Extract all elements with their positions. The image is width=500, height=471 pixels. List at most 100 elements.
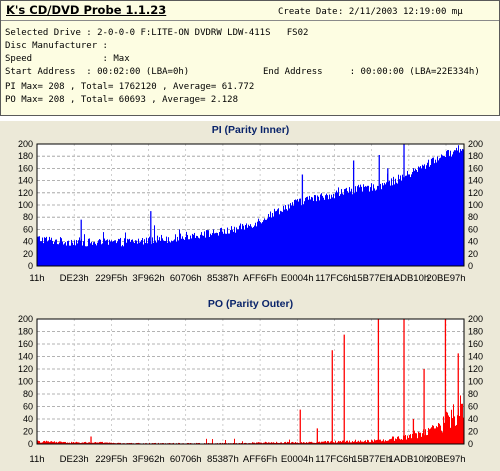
data-bar — [392, 436, 393, 444]
data-bar — [136, 240, 137, 266]
start-address-text: Start Address : 00:02:00 (LBA=0h) — [5, 67, 190, 77]
data-bar — [402, 174, 403, 266]
data-bar — [82, 245, 83, 266]
data-bar — [53, 441, 54, 444]
data-bar — [355, 439, 356, 444]
data-bar — [119, 442, 120, 444]
x-tick-label: AFF6Fh — [243, 273, 277, 284]
data-bar — [318, 196, 319, 266]
data-bar — [38, 440, 39, 444]
data-bar — [386, 441, 387, 444]
data-bar — [299, 198, 300, 266]
y-tick-label-right: 160 — [468, 163, 483, 173]
data-bar — [423, 165, 424, 266]
data-bar — [249, 226, 250, 266]
data-bar — [74, 442, 75, 444]
data-bar — [189, 239, 190, 266]
data-bar — [334, 198, 335, 266]
data-bar — [434, 163, 435, 266]
data-bar — [447, 150, 448, 266]
data-bar — [325, 440, 326, 444]
data-bar — [78, 442, 79, 444]
y-tick-label-left: 0 — [28, 439, 33, 449]
y-tick-label-left: 20 — [23, 249, 33, 259]
data-bar — [261, 442, 262, 444]
y-tick-label-right: 0 — [468, 261, 473, 271]
data-bar — [340, 194, 341, 266]
data-bar — [442, 155, 443, 266]
data-bar — [162, 238, 163, 266]
data-bar — [103, 442, 104, 444]
data-bar — [462, 403, 463, 444]
data-bar — [329, 194, 330, 266]
data-bar — [253, 442, 254, 444]
y-tick-label-right: 140 — [468, 352, 483, 362]
data-bar — [377, 185, 378, 266]
data-bar — [323, 441, 324, 444]
data-spike — [377, 319, 380, 444]
data-bar — [107, 442, 108, 444]
data-bar — [94, 442, 95, 444]
x-tick-label: 11h — [29, 454, 44, 465]
data-bar — [64, 243, 65, 266]
data-bar — [71, 441, 72, 444]
data-bar — [311, 441, 312, 444]
data-bar — [338, 187, 339, 266]
y-tick-label-left: 40 — [23, 237, 33, 247]
data-bar — [354, 193, 355, 266]
data-bar — [285, 205, 286, 266]
data-bar — [400, 175, 401, 266]
data-bar — [64, 441, 65, 444]
y-tick-label-right: 100 — [468, 200, 483, 210]
data-bar — [275, 211, 276, 266]
data-bar — [121, 246, 122, 266]
data-bar — [418, 166, 419, 266]
data-bar — [87, 246, 88, 266]
data-bar — [212, 233, 213, 266]
data-bar — [330, 198, 331, 266]
data-bar — [387, 440, 388, 444]
data-bar — [240, 223, 241, 266]
data-bar — [68, 240, 69, 266]
data-bar — [460, 395, 461, 444]
y-tick-label-right: 100 — [468, 377, 483, 387]
data-bar — [370, 442, 371, 444]
data-bar — [105, 240, 106, 266]
data-spike — [299, 409, 301, 444]
x-tick-label: 15B77Eh — [352, 273, 391, 284]
data-bar — [180, 233, 181, 266]
data-bar — [323, 197, 324, 266]
data-spike — [331, 350, 333, 444]
data-bar — [305, 442, 306, 444]
data-bar — [228, 233, 229, 266]
data-bar — [364, 186, 365, 266]
data-bar — [66, 442, 67, 444]
data-bar — [440, 425, 441, 444]
data-bar — [111, 240, 112, 266]
data-bar — [174, 239, 175, 266]
pi-chart-panel: PI (Parity Inner) 0 0 20 20 40 40 60 60 80 80 100 10… — [0, 121, 500, 294]
data-bar — [314, 442, 315, 444]
data-bar — [462, 149, 463, 266]
data-bar — [126, 242, 127, 266]
data-bar — [217, 233, 218, 266]
data-bar — [173, 442, 174, 444]
data-bar — [46, 236, 47, 266]
data-bar — [76, 441, 77, 444]
data-bar — [363, 184, 364, 266]
data-bar — [339, 441, 340, 444]
data-bar — [337, 442, 338, 444]
data-bar — [346, 440, 347, 444]
data-bar — [282, 211, 283, 266]
data-bar — [160, 240, 161, 266]
data-bar — [262, 222, 263, 266]
data-bar — [312, 197, 313, 266]
data-bar — [430, 428, 431, 444]
data-bar — [77, 442, 78, 444]
data-bar — [456, 147, 457, 266]
data-bar — [45, 237, 46, 266]
data-bar — [385, 184, 386, 266]
data-bar — [76, 240, 77, 266]
data-bar — [54, 241, 55, 266]
x-tick-label: 229F5h — [95, 454, 127, 465]
